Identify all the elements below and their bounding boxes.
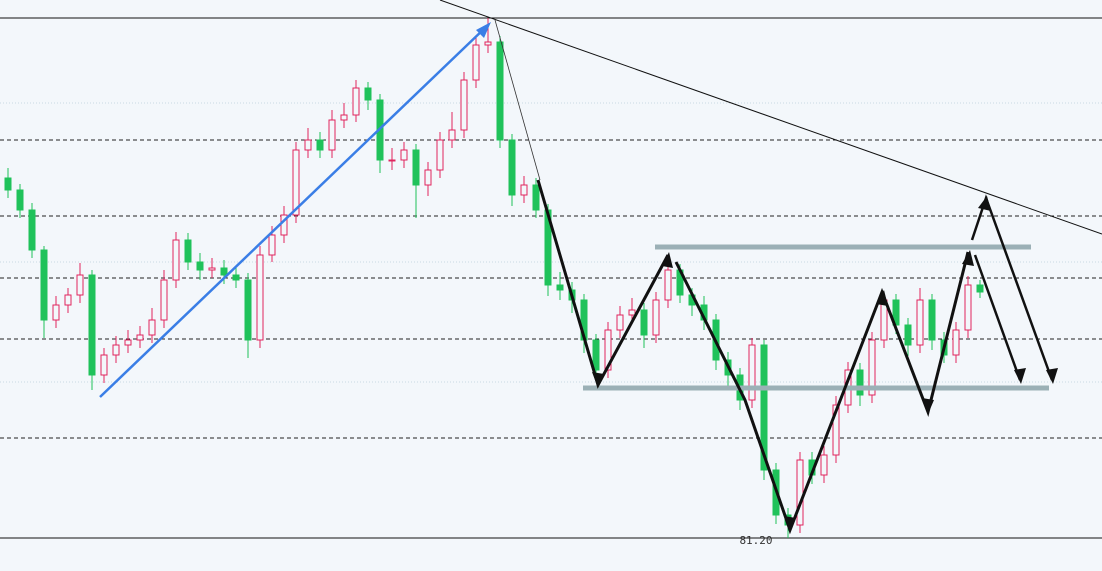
candle-body bbox=[532, 184, 540, 211]
arrowhead bbox=[876, 290, 888, 306]
candle-body bbox=[508, 139, 516, 196]
candle-body bbox=[172, 239, 180, 281]
candle-body bbox=[484, 41, 492, 46]
blue-arrow bbox=[99, 26, 487, 398]
candle-body bbox=[832, 404, 840, 456]
candle-body bbox=[328, 119, 336, 151]
candle-body bbox=[412, 149, 420, 186]
trend-line bbox=[439, 0, 1102, 235]
candle-body bbox=[472, 44, 480, 81]
candle-body bbox=[364, 87, 372, 101]
candle-body bbox=[100, 354, 108, 376]
candle-body bbox=[112, 344, 120, 356]
candle-body bbox=[520, 184, 528, 196]
low-label: 81.20 bbox=[739, 534, 772, 547]
blue-arrowhead bbox=[476, 22, 491, 38]
arrowhead bbox=[922, 398, 934, 414]
candle-body bbox=[4, 177, 12, 191]
candle-body bbox=[556, 284, 564, 291]
candle-body bbox=[604, 329, 612, 371]
arrowhead bbox=[1014, 368, 1026, 384]
arrowhead bbox=[978, 196, 991, 211]
candle-body bbox=[448, 129, 456, 141]
candle-body bbox=[388, 159, 396, 162]
candle-body bbox=[28, 209, 36, 251]
arrowhead bbox=[962, 250, 974, 266]
arrowhead bbox=[784, 516, 796, 532]
candle-body bbox=[748, 344, 756, 401]
candle-body bbox=[496, 41, 504, 141]
candle-body bbox=[244, 279, 252, 341]
candle-body bbox=[340, 114, 348, 121]
candle-body bbox=[616, 314, 624, 331]
candle-body bbox=[952, 329, 960, 356]
candle-body bbox=[232, 274, 240, 281]
candle-body bbox=[976, 284, 984, 293]
candle-body bbox=[796, 459, 804, 526]
candle-body bbox=[64, 294, 72, 306]
arrowhead bbox=[1046, 368, 1058, 384]
candle-body bbox=[52, 304, 60, 321]
arrowhead bbox=[592, 372, 604, 388]
candle-body bbox=[208, 267, 216, 271]
drawings bbox=[99, 0, 1102, 535]
candle-body bbox=[436, 139, 444, 171]
candle-body bbox=[760, 344, 768, 471]
zigzag bbox=[973, 254, 1022, 381]
candle-body bbox=[460, 79, 468, 131]
arrowhead bbox=[662, 252, 673, 268]
candle-body bbox=[124, 339, 132, 346]
thin-line bbox=[494, 19, 541, 181]
candle-body bbox=[928, 299, 936, 341]
candles bbox=[4, 18, 984, 538]
candle-body bbox=[352, 87, 360, 116]
candle-body bbox=[820, 454, 828, 476]
candle-body bbox=[964, 284, 972, 331]
candle-body bbox=[916, 299, 924, 346]
candle-body bbox=[16, 189, 24, 211]
candle-body bbox=[196, 261, 204, 271]
candle-body bbox=[664, 269, 672, 301]
candle-body bbox=[160, 279, 168, 321]
candle-body bbox=[304, 139, 312, 151]
levels bbox=[0, 17, 1102, 539]
candle-body bbox=[904, 324, 912, 346]
candle-body bbox=[184, 239, 192, 263]
candle-body bbox=[652, 299, 660, 336]
candle-body bbox=[136, 334, 144, 341]
candle-body bbox=[256, 254, 264, 341]
candle-body bbox=[88, 274, 96, 376]
candle-body bbox=[40, 249, 48, 321]
candle-body bbox=[220, 267, 228, 276]
candle-body bbox=[292, 149, 300, 216]
candle-body bbox=[424, 169, 432, 186]
candle-body bbox=[856, 369, 864, 396]
candle-body bbox=[868, 339, 876, 396]
candle-body bbox=[268, 234, 276, 256]
candle-body bbox=[76, 274, 84, 296]
candle-body bbox=[148, 319, 156, 336]
candle-body bbox=[628, 309, 636, 316]
candle-body bbox=[400, 149, 408, 161]
candle-body bbox=[592, 339, 600, 371]
candle-body bbox=[640, 309, 648, 336]
candle-body bbox=[316, 139, 324, 151]
